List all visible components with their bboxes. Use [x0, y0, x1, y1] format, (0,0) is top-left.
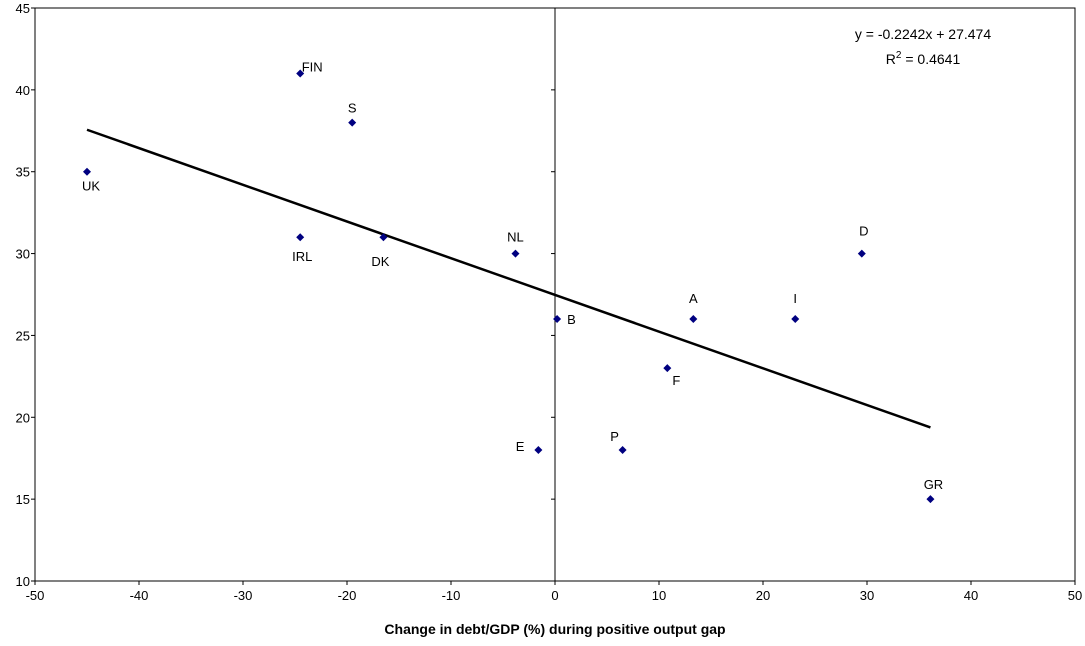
- y-tick-label: 25: [16, 328, 30, 343]
- data-point: [689, 315, 698, 324]
- point-label: F: [672, 373, 680, 388]
- point-label: NL: [507, 230, 524, 245]
- x-tick-label: -20: [338, 588, 357, 603]
- point-label: UK: [82, 179, 100, 194]
- data-point: [663, 364, 672, 373]
- x-tick-label: -10: [442, 588, 461, 603]
- data-point: [379, 233, 388, 242]
- x-tick-label: 0: [551, 588, 558, 603]
- data-point: [296, 233, 305, 242]
- data-point: [83, 167, 91, 176]
- point-label: B: [567, 312, 576, 327]
- x-tick-label: 50: [1068, 588, 1082, 603]
- r-squared-prefix: R: [886, 51, 896, 67]
- data-point: [296, 69, 305, 78]
- point-label: D: [859, 224, 868, 239]
- point-label: S: [348, 101, 357, 116]
- y-tick-label: 15: [16, 492, 30, 507]
- point-label: A: [689, 291, 698, 306]
- x-axis-title: Change in debt/GDP (%) during positive o…: [384, 621, 725, 637]
- y-axis-ticks: 10 15 20 25 30 35 40 45: [16, 1, 555, 589]
- x-axis-ticks: -50 -40 -30 -20 -10 0 10 20 30 40 50: [26, 581, 1082, 603]
- r-squared: R2 = 0.4641: [886, 50, 961, 67]
- regression-equation: y = -0.2242x + 27.474: [855, 26, 991, 42]
- y-tick-label: 45: [16, 1, 30, 16]
- data-point: [348, 118, 357, 127]
- data-point: [857, 249, 866, 258]
- y-tick-label: 40: [16, 83, 30, 98]
- y-tick-label: 30: [16, 247, 30, 262]
- data-point: [553, 315, 562, 324]
- point-label: P: [610, 429, 619, 444]
- data-point: [791, 315, 800, 324]
- x-tick-label: -30: [234, 588, 253, 603]
- y-tick-label: 10: [16, 574, 30, 589]
- x-tick-label: 10: [652, 588, 666, 603]
- point-label: I: [793, 291, 797, 306]
- trend-line: [86, 128, 931, 429]
- data-point: [534, 446, 543, 455]
- x-tick-label: -50: [26, 588, 45, 603]
- y-tick-label: 20: [16, 410, 30, 425]
- data-points: FIN S UK IRL DK NL B E P F A I D GR: [82, 59, 944, 504]
- point-label: DK: [371, 254, 389, 269]
- point-label: IRL: [292, 249, 312, 264]
- point-label: GR: [924, 477, 944, 492]
- x-tick-label: 20: [756, 588, 770, 603]
- data-point: [926, 495, 935, 504]
- y-tick-label: 35: [16, 165, 30, 180]
- r-squared-superscript: 2: [896, 50, 902, 61]
- x-tick-label: -40: [130, 588, 149, 603]
- x-tick-label: 40: [964, 588, 978, 603]
- point-label: FIN: [302, 59, 323, 74]
- data-point: [511, 249, 520, 258]
- data-point: [618, 446, 627, 455]
- x-tick-label: 30: [860, 588, 874, 603]
- point-label: E: [516, 439, 525, 454]
- r-squared-value: = 0.4641: [901, 51, 960, 67]
